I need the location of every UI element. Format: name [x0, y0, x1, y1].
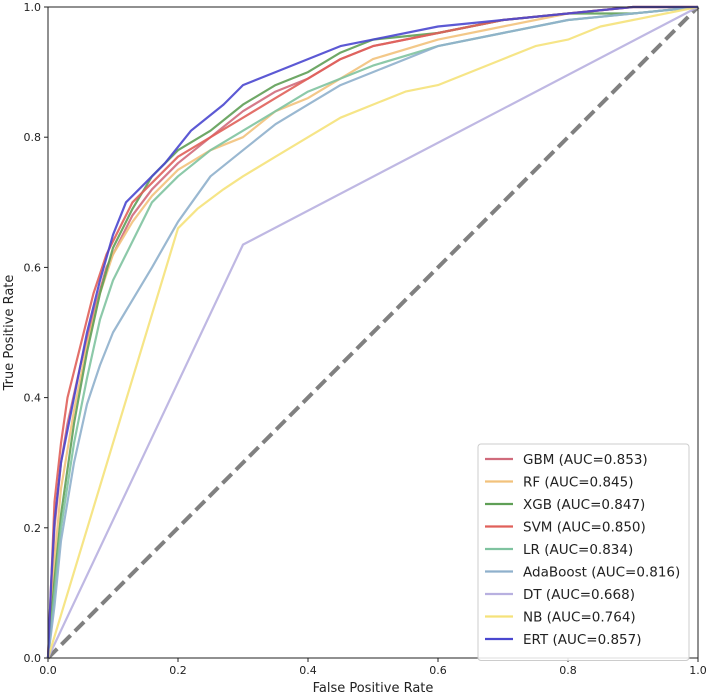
legend-label-rf: RF (AUC=0.845) [523, 475, 633, 491]
legend-label-nb: NB (AUC=0.764) [523, 610, 636, 626]
y-tick-label: 0.0 [24, 652, 42, 665]
legend-label-gbm: GBM (AUC=0.853) [523, 452, 648, 468]
legend-label-svm: SVM (AUC=0.850) [523, 520, 646, 536]
series-line-ert [46, 5, 698, 659]
legend-label-dt: DT (AUC=0.668) [523, 587, 635, 603]
legend-label-xgb: XGB (AUC=0.847) [523, 497, 645, 513]
y-tick-label: 0.6 [24, 261, 42, 274]
diagonal-layer [46, 5, 700, 660]
x-tick-label: 0.4 [299, 664, 317, 677]
x-tick-label: 0.8 [559, 664, 577, 677]
legend: GBM (AUC=0.853) RF (AUC=0.845) XGB (AUC=0.… [477, 443, 690, 661]
x-tick-layer: 0.0 0.2 0.4 0.6 0.8 1.0 [39, 658, 707, 677]
y-axis-label: True Positive Rate [2, 275, 17, 392]
y-tick-label: 0.4 [24, 392, 42, 405]
legend-label-lr: LR (AUC=0.834) [523, 542, 633, 558]
series-line-dt [47, 6, 699, 659]
x-axis-label: False Positive Rate [313, 681, 434, 695]
y-tick-label: 1.0 [24, 1, 42, 14]
series-layer [46, 5, 699, 659]
y-tick-label: 0.8 [24, 131, 42, 144]
legend-label-adaboost: AdaBoost (AUC=0.816) [523, 565, 680, 581]
chance-diagonal [46, 5, 700, 660]
x-tick-label: 0.0 [39, 664, 57, 677]
series-line-svm [46, 5, 698, 659]
series-line-adaboost [46, 5, 699, 659]
legend-label-ert: ERT (AUC=0.857) [523, 632, 642, 648]
series-line-nb [46, 5, 699, 659]
y-tick-label: 0.2 [24, 522, 42, 535]
legend-box [477, 443, 690, 661]
plot-frame [47, 6, 699, 659]
x-tick-label: 1.0 [689, 664, 707, 677]
x-tick-label: 0.2 [169, 664, 187, 677]
y-tick-layer: 0.0 0.2 0.4 0.6 0.8 1.0 [24, 1, 48, 665]
x-tick-label: 0.6 [429, 664, 447, 677]
